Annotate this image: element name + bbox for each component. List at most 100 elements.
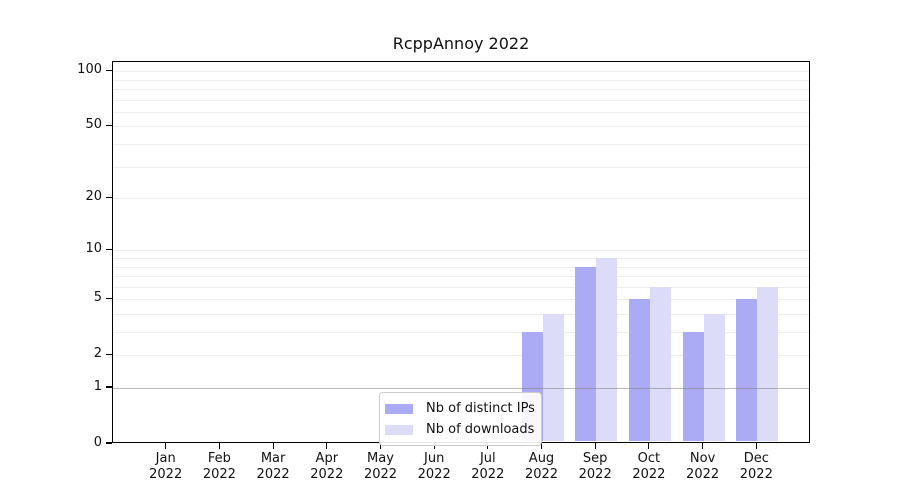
x-tick-label: Oct 2022: [619, 451, 679, 483]
x-tick-year: 2022: [524, 467, 559, 482]
chart-title: RcppAnnoy 2022: [392, 34, 530, 53]
x-tick: [218, 443, 220, 449]
gridline: [113, 276, 809, 277]
x-tick-label: Feb 2022: [189, 451, 249, 483]
x-tick-year: 2022: [632, 467, 666, 482]
legend-swatch: [385, 424, 413, 435]
y-tick-label: 5: [93, 290, 102, 306]
x-tick-label: Apr 2022: [297, 451, 357, 483]
bar-oct-downloads: [649, 286, 671, 442]
bar-oct-ips: [628, 299, 650, 442]
legend-label: Nb of distinct IPs: [426, 401, 535, 416]
gridline: [113, 286, 809, 288]
x-tick-year: 2022: [739, 467, 773, 482]
bar-nov-ips: [682, 332, 704, 442]
gridline: [113, 355, 809, 357]
y-tick: [106, 196, 112, 198]
x-tick-month: Sep: [582, 451, 608, 466]
gridline: [113, 299, 809, 301]
gridline: [113, 166, 809, 168]
bar-dec-downloads: [757, 286, 779, 442]
x-tick: [755, 443, 757, 449]
x-tick-month: Oct: [637, 451, 661, 466]
legend-item: Nb of distinct IPs: [385, 398, 535, 419]
x-tick-year: 2022: [578, 467, 612, 482]
x-tick: [326, 443, 328, 449]
x-tick-label: May 2022: [351, 451, 411, 483]
x-tick-year: 2022: [417, 467, 451, 482]
x-tick: [379, 443, 382, 449]
legend: Nb of distinct IPs Nb of downloads: [379, 392, 542, 446]
x-tick-month: Jul: [479, 451, 496, 466]
x-tick-year: 2022: [686, 467, 720, 482]
legend-label: Nb of downloads: [426, 422, 535, 437]
gridline: [113, 332, 809, 333]
x-tick: [540, 443, 543, 449]
x-tick: [648, 443, 650, 449]
x-tick: [433, 443, 435, 449]
gridline-emphasis: [113, 388, 809, 389]
plot-area: Nb of distinct IPs Nb of downloads: [112, 61, 810, 446]
gridline: [113, 99, 809, 101]
gridline: [113, 126, 809, 128]
x-tick-label: Sep 2022: [565, 451, 625, 483]
gridline: [113, 314, 809, 315]
gridline: [113, 258, 809, 259]
y-tick: [106, 353, 112, 355]
y-tick: [106, 297, 112, 299]
gridline: [113, 266, 809, 268]
x-tick-month: Jan: [155, 451, 176, 466]
y-tick: [106, 442, 112, 444]
gridline: [113, 111, 809, 113]
legend-swatch: [385, 403, 413, 414]
y-tick-label: 20: [85, 189, 102, 205]
x-tick-year: 2022: [202, 467, 236, 482]
x-tick-year: 2022: [363, 467, 398, 482]
x-tick-month: May: [367, 451, 394, 466]
x-tick-label: Jan 2022: [136, 451, 196, 483]
x-tick-year: 2022: [471, 467, 505, 482]
x-tick-label: Dec 2022: [726, 451, 786, 483]
bar-sep-downloads: [596, 258, 618, 442]
x-tick-label: Aug 2022: [512, 451, 572, 483]
y-tick: [106, 124, 112, 126]
x-tick: [272, 443, 274, 449]
gridline: [113, 79, 809, 81]
y-tick-label: 100: [77, 62, 102, 78]
bar-nov-downloads: [703, 314, 725, 442]
gridline: [113, 198, 809, 200]
x-tick-month: Aug: [528, 451, 555, 466]
x-tick-month: Dec: [743, 451, 769, 466]
x-tick-label: Jun 2022: [404, 451, 464, 483]
x-tick: [594, 443, 596, 449]
x-tick: [165, 443, 167, 449]
gridline: [113, 89, 809, 90]
gridline: [113, 144, 809, 145]
x-tick-month: Mar: [260, 451, 286, 466]
y-tick-label: 50: [85, 117, 102, 133]
y-tick: [106, 69, 112, 71]
y-tick-label: 1: [93, 379, 102, 394]
bar-aug-downloads: [542, 314, 564, 442]
y-tick-label: 0: [93, 435, 102, 450]
legend-item: Nb of downloads: [385, 419, 535, 440]
x-tick-label: Mar 2022: [243, 451, 303, 483]
x-tick-month: Apr: [315, 451, 339, 466]
x-tick-month: Feb: [207, 451, 231, 466]
x-tick-year: 2022: [256, 467, 290, 482]
gridline: [113, 250, 809, 252]
x-tick: [702, 443, 704, 449]
x-tick-month: Jun: [424, 451, 445, 466]
y-tick: [106, 248, 112, 250]
x-tick-year: 2022: [310, 467, 344, 482]
x-tick-month: Nov: [689, 451, 716, 466]
y-tick-label: 2: [93, 346, 102, 362]
x-tick: [487, 443, 489, 449]
bar-dec-ips: [736, 299, 758, 442]
gridline: [113, 71, 809, 73]
y-tick: [106, 386, 112, 388]
x-tick-year: 2022: [149, 467, 183, 482]
x-tick-label: Nov 2022: [673, 451, 733, 483]
bar-sep-ips: [575, 266, 597, 442]
